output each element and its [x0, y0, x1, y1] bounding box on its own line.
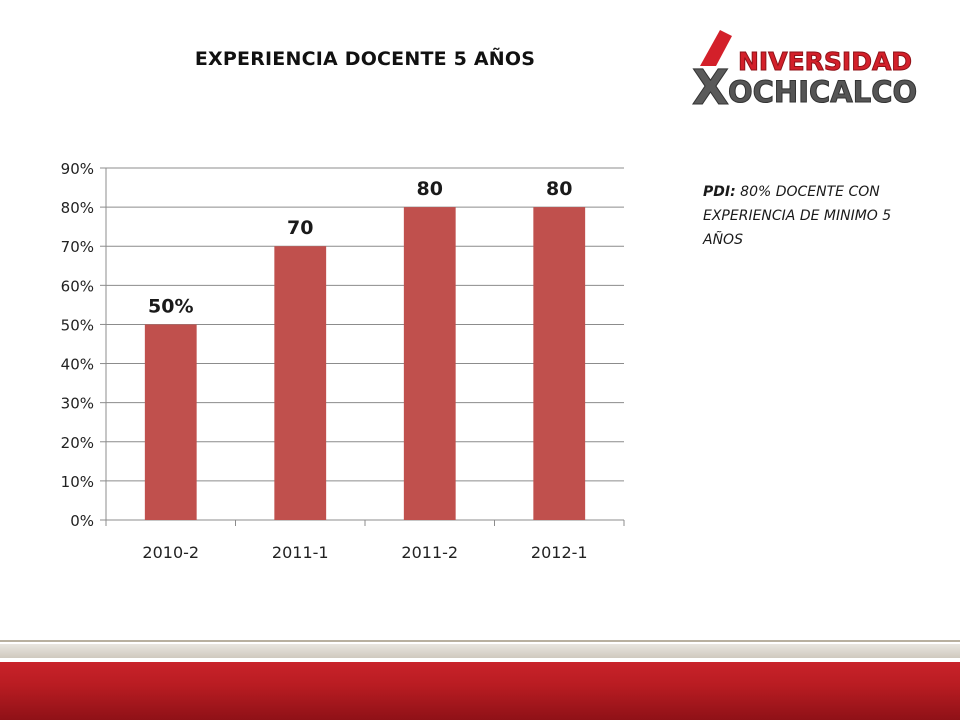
pdi-note: PDI: 80% DOCENTE CON EXPERIENCIA DE MINI…	[703, 180, 933, 252]
footer-band	[0, 662, 960, 720]
data-label: 80	[546, 178, 572, 200]
y-tick-label: 80%	[61, 199, 94, 217]
bar-2011-2	[403, 207, 456, 520]
logo-swoosh	[700, 30, 732, 66]
x-tick-label: 2011-2	[401, 543, 458, 562]
data-label: 70	[287, 217, 313, 239]
y-tick-label: 30%	[61, 395, 94, 413]
y-tick-label: 50%	[61, 316, 94, 334]
footer-stripe	[0, 644, 960, 658]
logo-line2: OCHICALCO	[728, 75, 917, 108]
y-tick-label: 0%	[70, 512, 94, 530]
x-tick-label: 2012-1	[531, 543, 588, 562]
footer-divider	[0, 640, 960, 642]
y-tick-label: 40%	[61, 356, 94, 374]
bar-2011-1	[274, 246, 327, 520]
chart-title: EXPERIENCIA DOCENTE 5 AÑOS	[194, 48, 536, 70]
y-tick-label: 10%	[61, 473, 94, 491]
logo-line1: NIVERSIDAD	[738, 47, 912, 76]
bar-2010-2	[144, 324, 197, 520]
pdi-label: PDI:	[703, 184, 736, 200]
data-label: 50%	[148, 295, 193, 317]
bar-chart: 0% 10% 20% 30% 40% 50% 60% 70% 80% 90% 50% 2010-2 70…	[61, 160, 625, 562]
y-tick-label: 90%	[61, 160, 94, 178]
y-tick-label: 20%	[61, 434, 94, 452]
x-tick-label: 2011-1	[272, 543, 329, 562]
y-tick-label: 60%	[61, 277, 94, 295]
data-label: 80	[417, 178, 443, 200]
y-tick-label: 70%	[61, 238, 94, 256]
university-logo: X NIVERSIDAD OCHICALCO	[692, 30, 918, 108]
x-tick-label: 2010-2	[142, 543, 199, 562]
logo-x-letter: X	[692, 60, 729, 108]
bar-2012-1	[533, 207, 586, 520]
pdi-text: 80% DOCENTE CON EXPERIENCIA DE MINIMO 5 …	[703, 184, 892, 248]
